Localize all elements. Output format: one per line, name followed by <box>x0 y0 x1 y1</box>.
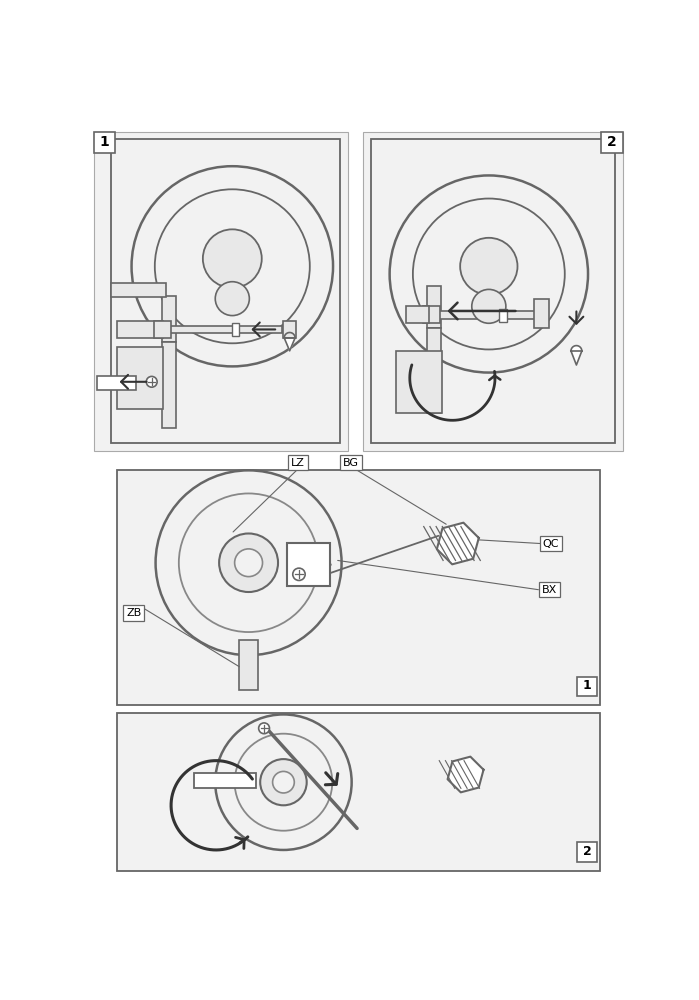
Bar <box>94 132 348 451</box>
Bar <box>499 309 507 322</box>
Polygon shape <box>447 757 484 792</box>
Bar <box>117 470 600 705</box>
Text: 2: 2 <box>607 135 617 149</box>
Bar <box>154 321 171 338</box>
Text: LZ: LZ <box>291 458 305 468</box>
Circle shape <box>215 714 352 850</box>
Circle shape <box>219 533 278 592</box>
Bar <box>161 296 175 342</box>
Bar <box>194 773 257 788</box>
Bar <box>534 299 549 328</box>
Bar <box>371 139 615 443</box>
Circle shape <box>460 238 517 295</box>
Bar <box>117 713 600 871</box>
Text: 1: 1 <box>99 135 109 149</box>
Circle shape <box>131 166 333 366</box>
Bar <box>284 321 296 338</box>
Circle shape <box>154 189 310 343</box>
Bar <box>110 283 166 297</box>
Circle shape <box>389 175 588 373</box>
Bar <box>396 351 442 413</box>
Text: ZB: ZB <box>127 608 141 618</box>
Circle shape <box>259 723 270 734</box>
Bar <box>427 286 441 328</box>
Bar <box>161 342 175 428</box>
Bar <box>577 677 596 696</box>
Text: 1: 1 <box>583 679 591 692</box>
Circle shape <box>260 759 307 805</box>
Polygon shape <box>284 333 295 351</box>
Bar <box>577 842 596 862</box>
Circle shape <box>203 229 261 288</box>
Polygon shape <box>571 346 582 365</box>
Circle shape <box>293 568 305 580</box>
Bar <box>239 640 258 690</box>
Circle shape <box>179 493 318 632</box>
Bar <box>110 139 340 443</box>
Circle shape <box>235 549 263 577</box>
Bar <box>423 306 440 323</box>
Bar <box>231 323 239 336</box>
Bar <box>161 326 282 333</box>
Circle shape <box>215 282 250 316</box>
Bar <box>363 132 623 451</box>
Bar <box>287 543 330 586</box>
Bar <box>117 321 164 338</box>
Text: BG: BG <box>343 458 359 468</box>
Text: 2: 2 <box>583 845 591 858</box>
Circle shape <box>235 734 332 831</box>
Polygon shape <box>437 523 479 564</box>
Circle shape <box>156 470 342 655</box>
Bar <box>601 132 623 153</box>
Bar <box>117 347 164 409</box>
Bar <box>97 376 136 389</box>
Circle shape <box>146 376 157 387</box>
Bar <box>406 306 429 323</box>
Text: QC: QC <box>542 538 559 548</box>
Circle shape <box>273 771 294 793</box>
Text: BX: BX <box>542 585 557 595</box>
Bar <box>94 132 115 153</box>
Bar <box>433 311 542 319</box>
Bar <box>427 328 441 413</box>
Circle shape <box>472 289 506 323</box>
Circle shape <box>413 199 565 349</box>
